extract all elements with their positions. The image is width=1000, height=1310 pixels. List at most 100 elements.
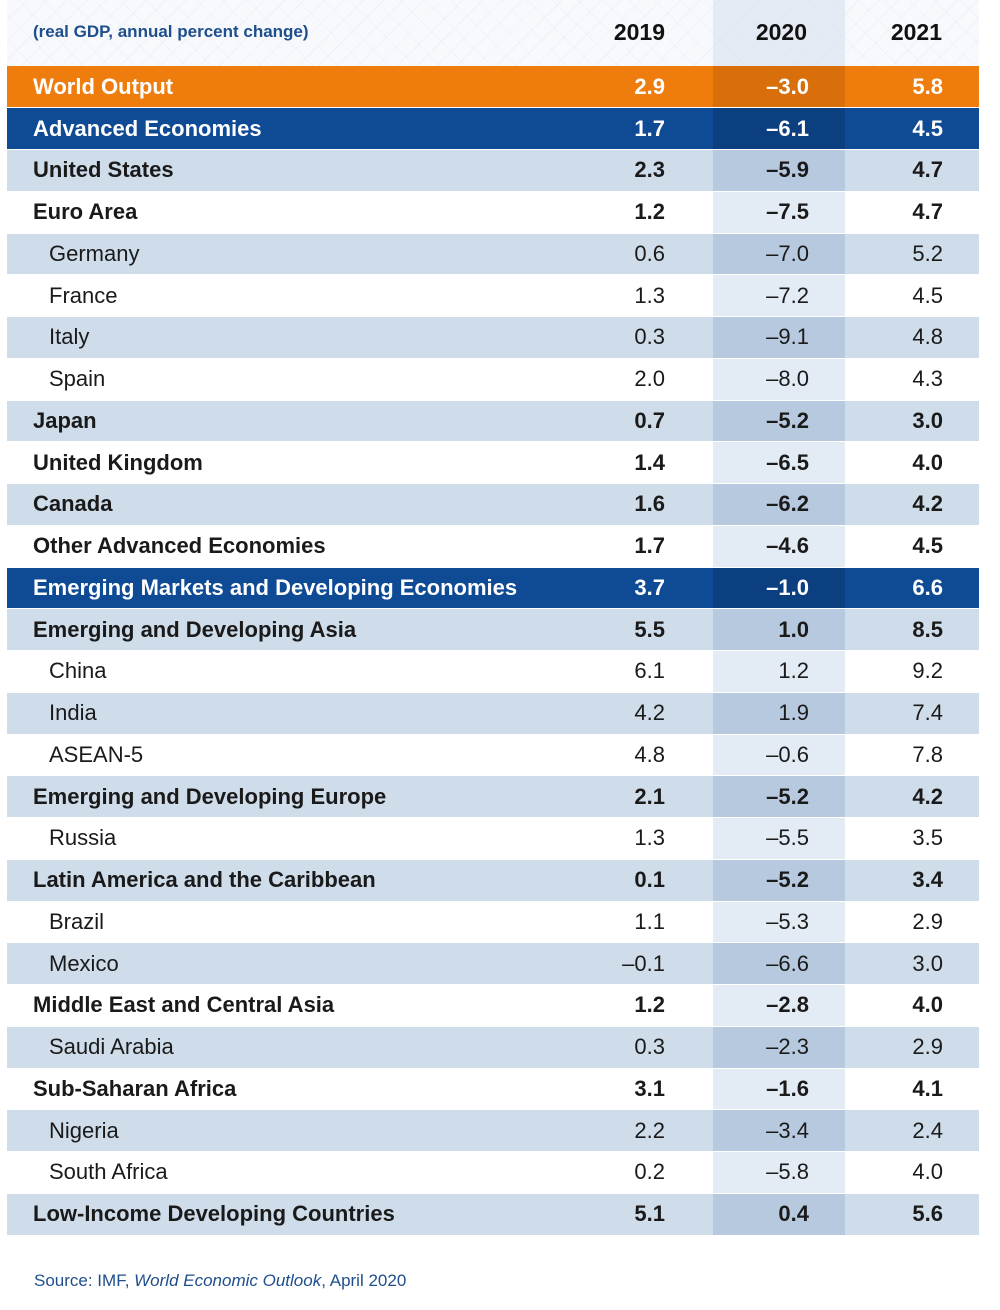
value-2019: 1.2 (577, 191, 713, 234)
value-2021: 2.4 (845, 1109, 979, 1152)
value-2020: –5.3 (713, 901, 845, 944)
source-suffix: , April 2020 (321, 1271, 407, 1290)
table-row: ASEAN-5 4.8 –0.6 7.8 (7, 734, 979, 777)
value-2021: 3.4 (845, 859, 979, 902)
value-2021: 9.2 (845, 650, 979, 693)
table-subtitle: (real GDP, annual percent change) (33, 22, 309, 41)
value-2020: –5.2 (713, 400, 845, 443)
value-2019: 1.2 (577, 984, 713, 1027)
column-header-2019: 2019 (613, 19, 665, 45)
value-2020: –2.3 (713, 1026, 845, 1069)
table-row: France 1.3 –7.2 4.5 (7, 274, 979, 317)
table-row: Germany 0.6 –7.0 5.2 (7, 233, 979, 276)
row-label: Middle East and Central Asia (7, 984, 577, 1027)
table-row: Mexico –0.1 –6.6 3.0 (7, 942, 979, 985)
column-header-2020: 2020 (755, 19, 807, 45)
value-2020: –5.9 (713, 149, 845, 192)
value-2021: 4.3 (845, 358, 979, 401)
gdp-table-figure: (real GDP, annual percent change) 2019 2… (7, 0, 979, 1236)
value-2021: 5.8 (845, 66, 979, 109)
table-row: Middle East and Central Asia 1.2 –2.8 4.0 (7, 984, 979, 1027)
column-header-2021: 2021 (890, 19, 942, 45)
row-label: Emerging Markets and Developing Economie… (7, 567, 577, 610)
value-2020: –5.8 (713, 1151, 845, 1194)
table-row: South Africa 0.2 –5.8 4.0 (7, 1151, 979, 1194)
value-2019: –0.1 (577, 942, 713, 985)
value-2019: 0.2 (577, 1151, 713, 1194)
row-label: China (7, 650, 577, 693)
value-2020: –7.0 (713, 233, 845, 276)
table-row: Emerging Markets and Developing Economie… (7, 567, 979, 610)
value-2020: –5.5 (713, 817, 845, 860)
value-2021: 4.0 (845, 984, 979, 1027)
value-2019: 1.3 (577, 817, 713, 860)
row-label: Euro Area (7, 191, 577, 234)
table-row: Japan 0.7 –5.2 3.0 (7, 400, 979, 443)
row-label: France (7, 274, 577, 317)
table-row: Advanced Economies 1.7 –6.1 4.5 (7, 107, 979, 150)
value-2019: 0.6 (577, 233, 713, 276)
table-row: Emerging and Developing Europe 2.1 –5.2 4.2 (7, 775, 979, 818)
value-2019: 0.3 (577, 1026, 713, 1069)
value-2019: 1.7 (577, 525, 713, 568)
value-2019: 1.4 (577, 441, 713, 484)
table-row: Euro Area 1.2 –7.5 4.7 (7, 191, 979, 234)
table-header: (real GDP, annual percent change) 2019 2… (7, 0, 979, 66)
value-2020: –4.6 (713, 525, 845, 568)
row-label: Low-Income Developing Countries (7, 1193, 577, 1236)
table-row: Brazil 1.1 –5.3 2.9 (7, 901, 979, 944)
value-2020: –9.1 (713, 316, 845, 359)
table-row: Italy 0.3 –9.1 4.8 (7, 316, 979, 359)
value-2019: 0.7 (577, 400, 713, 443)
value-2019: 2.3 (577, 149, 713, 192)
row-label: Advanced Economies (7, 107, 577, 150)
value-2021: 3.0 (845, 942, 979, 985)
table-row: Spain 2.0 –8.0 4.3 (7, 358, 979, 401)
value-2021: 4.2 (845, 775, 979, 818)
value-2021: 4.7 (845, 149, 979, 192)
table-row: India 4.2 1.9 7.4 (7, 692, 979, 735)
table-row: Low-Income Developing Countries 5.1 0.4 5.6 (7, 1193, 979, 1236)
value-2019: 2.9 (577, 66, 713, 109)
source-prefix: Source: IMF, (34, 1271, 135, 1290)
value-2021: 4.2 (845, 483, 979, 526)
value-2020: –1.6 (713, 1068, 845, 1111)
row-label: South Africa (7, 1151, 577, 1194)
value-2021: 4.0 (845, 1151, 979, 1194)
row-label: Emerging and Developing Europe (7, 775, 577, 818)
value-2020: 1.2 (713, 650, 845, 693)
row-label: United States (7, 149, 577, 192)
table-row: Canada 1.6 –6.2 4.2 (7, 483, 979, 526)
row-label: Italy (7, 316, 577, 359)
table-row: World Output 2.9 –3.0 5.8 (7, 66, 979, 109)
value-2021: 4.5 (845, 274, 979, 317)
table-row: Latin America and the Caribbean 0.1 –5.2 3.… (7, 859, 979, 902)
table-row: Other Advanced Economies 1.7 –4.6 4.5 (7, 525, 979, 568)
value-2021: 4.5 (845, 525, 979, 568)
value-2020: –3.0 (713, 66, 845, 109)
value-2021: 3.0 (845, 400, 979, 443)
value-2021: 6.6 (845, 567, 979, 610)
value-2019: 2.1 (577, 775, 713, 818)
value-2021: 8.5 (845, 608, 979, 651)
value-2019: 4.2 (577, 692, 713, 735)
value-2020: –7.2 (713, 274, 845, 317)
value-2020: –0.6 (713, 734, 845, 777)
value-2021: 4.8 (845, 316, 979, 359)
row-label: Brazil (7, 901, 577, 944)
value-2020: –6.1 (713, 107, 845, 150)
row-label: Spain (7, 358, 577, 401)
value-2020: –1.0 (713, 567, 845, 610)
source-note: Source: IMF, World Economic Outlook, Apr… (34, 1271, 406, 1291)
value-2020: 1.9 (713, 692, 845, 735)
value-2019: 1.7 (577, 107, 713, 150)
value-2021: 3.5 (845, 817, 979, 860)
value-2019: 0.3 (577, 316, 713, 359)
value-2019: 1.1 (577, 901, 713, 944)
value-2021: 7.4 (845, 692, 979, 735)
table-row: Sub-Saharan Africa 3.1 –1.6 4.1 (7, 1068, 979, 1111)
table-row: Emerging and Developing Asia 5.5 1.0 8.5 (7, 608, 979, 651)
row-label: United Kingdom (7, 441, 577, 484)
row-label: ASEAN-5 (7, 734, 577, 777)
value-2019: 5.1 (577, 1193, 713, 1236)
